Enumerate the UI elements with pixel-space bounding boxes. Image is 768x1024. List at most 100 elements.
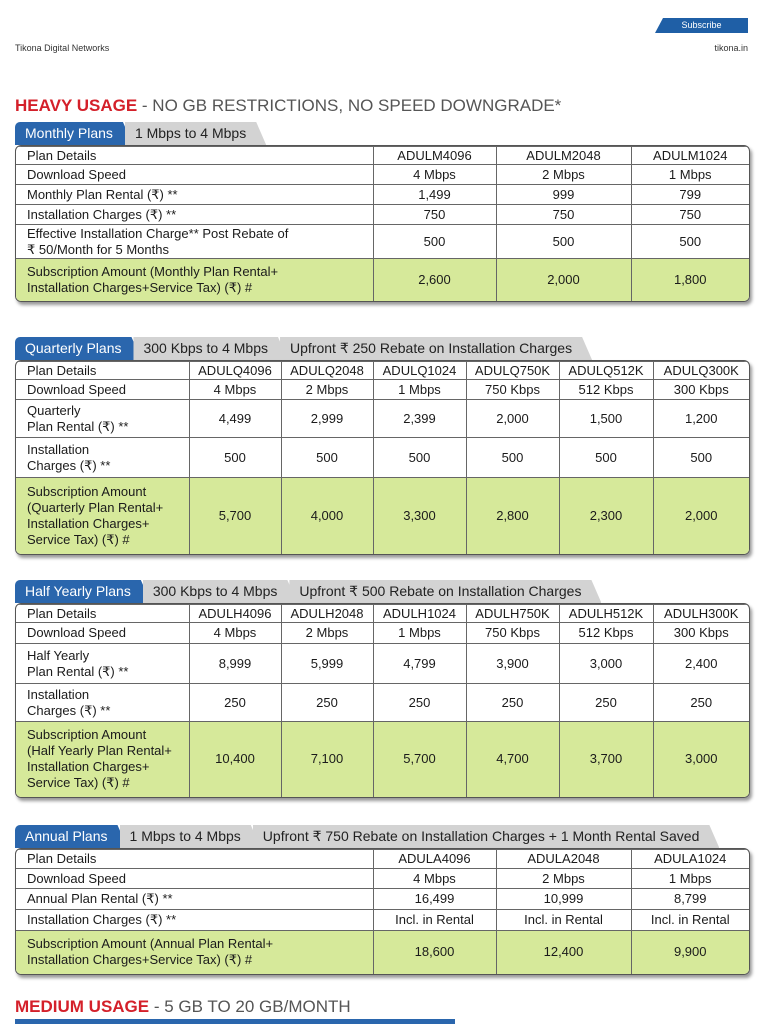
table-row: Quarterly Plan Rental (₹) ** 4,499 2,999 2,3…	[16, 399, 749, 438]
label-line: Effective Installation Charge** Post Reb…	[27, 225, 289, 241]
label-line: Installation Charges+	[27, 515, 150, 531]
label-line: Charges (₹) **	[27, 457, 111, 473]
cell-label: Download Speed	[16, 868, 374, 889]
label-line: Half Yearly	[27, 647, 90, 663]
cell-value: 500	[465, 437, 560, 478]
tab: 300 Kbps to 4 Mbps	[133, 337, 288, 360]
label-line: Subscription Amount (Annual Plan Rental+	[27, 936, 274, 952]
cell-value: 1 Mbps	[630, 868, 749, 889]
cell-label: Installation Charges (₹) **	[16, 437, 190, 478]
table-row: Installation Charges (₹) ** 250 250 250 250 25…	[16, 683, 749, 722]
cell-value: ADULH300K	[652, 604, 749, 623]
brand: Tikona Digital Networks	[15, 43, 110, 53]
cell-value: 2 Mbps	[495, 164, 632, 185]
cell-value: 750	[372, 204, 497, 225]
plan-tabs: Quarterly Plans 300 Kbps to 4 Mbps Upfront…	[15, 337, 584, 360]
cell-value: 3,900	[465, 643, 560, 684]
cell-value: 2 Mbps	[280, 379, 374, 400]
cell-value: Incl. in Rental	[630, 909, 749, 931]
plan-tabs: Annual Plans 1 Mbps to 4 Mbps Upfront ₹ 75…	[15, 825, 711, 848]
cell-label: Effective Installation Charge** Post Reb…	[16, 224, 374, 259]
plan-tabs: Half Yearly Plans 300 Kbps to 4 Mbps Upfro…	[15, 580, 593, 603]
cell-label: Plan Details	[16, 361, 190, 380]
cell-label: Download Speed	[16, 164, 374, 185]
cell-value: 5,999	[280, 643, 374, 684]
cell-label: Half Yearly Plan Rental (₹) **	[16, 643, 190, 684]
label-line: Plan Rental (₹) **	[27, 418, 129, 434]
cell-value: 1,499	[372, 184, 497, 205]
cell-value: 1,500	[558, 399, 654, 438]
table-row: Subscription Amount (Half Yearly Plan Ren…	[16, 721, 749, 797]
cell-value: ADULQ750K	[465, 361, 560, 380]
cell-value: 5,700	[188, 477, 282, 554]
table-row: Installation Charges (₹) ** Incl. in Rent…	[16, 909, 749, 931]
subscribe-button[interactable]: Subscribe	[655, 18, 748, 33]
table-row: Annual Plan Rental (₹) ** 16,499 10,999 8,7…	[16, 888, 749, 910]
heavy-heading: HEAVY USAGE - NO GB RESTRICTIONS, NO SPE…	[15, 96, 561, 116]
cell-value: 1,800	[630, 258, 749, 301]
table-row: Download Speed 4 Mbps 2 Mbps 1 Mbps 750 Kbps…	[16, 379, 749, 400]
cell-value: ADULA1024	[630, 849, 749, 869]
cell-value: 4,000	[280, 477, 374, 554]
cell-value: Incl. in Rental	[372, 909, 497, 931]
cell-value: 9,900	[630, 930, 749, 974]
label-line: Plan Rental (₹) **	[27, 663, 129, 679]
cell-value: 500	[558, 437, 654, 478]
cell-value: 2,800	[465, 477, 560, 554]
cell-value: 250	[372, 683, 467, 722]
cell-value: ADULQ4096	[188, 361, 282, 380]
cell-label: Installation Charges (₹) **	[16, 204, 374, 225]
cell-value: 12,400	[495, 930, 632, 974]
cell-value: 2,400	[652, 643, 749, 684]
cell-value: 750 Kbps	[465, 622, 560, 644]
tab: 1 Mbps to 4 Mbps	[125, 122, 266, 145]
label-line: (Quarterly Plan Rental+	[27, 499, 164, 515]
cell-label: Download Speed	[16, 622, 190, 644]
cell-value: 3,300	[372, 477, 467, 554]
header-row: Plan Details ADULA4096 ADULA2048 ADULA1024	[16, 849, 749, 869]
cell-value: 8,799	[630, 888, 749, 910]
cell-value: ADULM1024	[630, 146, 749, 165]
label-line: Installation Charges+Service Tax) (₹) #	[27, 952, 253, 968]
header-row: Plan Details ADULH4096 ADULH2048 ADULH1024 A…	[16, 604, 749, 623]
cell-value: ADULQ1024	[372, 361, 467, 380]
label-line: Service Tax) (₹) #	[27, 531, 130, 547]
medium-heading: MEDIUM USAGE - 5 GB TO 20 GB/MONTH	[15, 997, 351, 1017]
cell-value: 18,600	[372, 930, 497, 974]
cell-label: Subscription Amount (Monthly Plan Rental…	[16, 258, 374, 301]
plan-tabs: Monthly Plans 1 Mbps to 4 Mbps	[15, 122, 258, 145]
label-line: Installation	[27, 441, 90, 457]
label-line: Service Tax) (₹) #	[27, 775, 130, 791]
cell-label: Subscription Amount (Half Yearly Plan Ren…	[16, 721, 190, 797]
cell-label: Subscription Amount (Annual Plan Rental+…	[16, 930, 374, 974]
cell-label: Download Speed	[16, 379, 190, 400]
cell-value: ADULH2048	[280, 604, 374, 623]
cell-value: 4,700	[465, 721, 560, 797]
cell-value: ADULQ2048	[280, 361, 374, 380]
cell-value: ADULA4096	[372, 849, 497, 869]
tab: Upfront ₹ 500 Rebate on Installation Cha…	[289, 580, 601, 603]
tab: 1 Mbps to 4 Mbps	[120, 825, 261, 848]
cell-value: ADULH4096	[188, 604, 282, 623]
cell-label: Plan Details	[16, 604, 190, 623]
cell-value: 4 Mbps	[188, 622, 282, 644]
table-row: Monthly Plan Rental (₹) ** 1,499 999 799	[16, 184, 749, 205]
cell-value: 4,499	[188, 399, 282, 438]
cell-value: 2,999	[280, 399, 374, 438]
cell-value: 1,200	[652, 399, 749, 438]
cell-label: Monthly Plan Rental (₹) **	[16, 184, 374, 205]
cell-value: 4 Mbps	[372, 164, 497, 185]
cell-value: 500	[280, 437, 374, 478]
cell-value: 250	[188, 683, 282, 722]
cell-value: ADULH1024	[372, 604, 467, 623]
cell-value: 2,399	[372, 399, 467, 438]
cell-value: 300 Kbps	[652, 379, 749, 400]
tab: Upfront ₹ 250 Rebate on Installation Cha…	[280, 337, 592, 360]
cell-value: 1 Mbps	[630, 164, 749, 185]
cell-value: 500	[372, 224, 497, 259]
table-row: Download Speed 4 Mbps 2 Mbps 1 Mbps	[16, 164, 749, 185]
label-line: Charges (₹) **	[27, 702, 111, 718]
table-row: Download Speed 4 Mbps 2 Mbps 1 Mbps	[16, 868, 749, 889]
cell-value: 10,999	[495, 888, 632, 910]
